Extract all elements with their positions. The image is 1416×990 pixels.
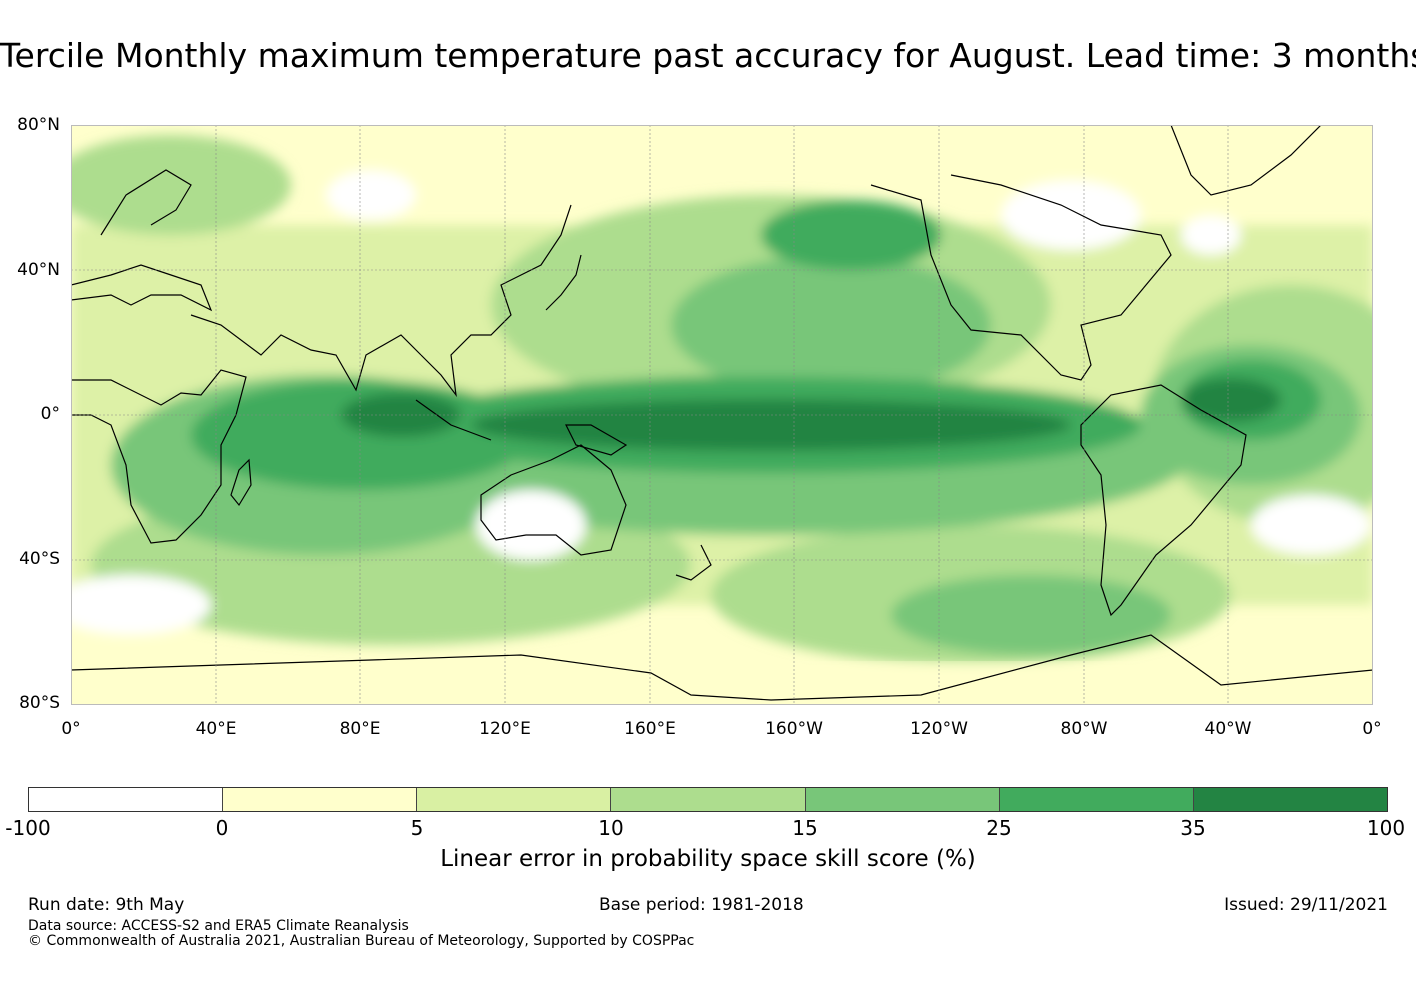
colorbar-tick-7: 100 — [1366, 816, 1406, 840]
lon-label-0-left: 0° — [61, 719, 81, 739]
coastlines — [71, 125, 1373, 701]
colorbar-swatch-1 — [223, 788, 418, 811]
run-date: Run date: 9th May — [28, 895, 185, 915]
colorbar-swatch-5 — [999, 788, 1194, 811]
lon-label-160w: 160°W — [765, 719, 823, 739]
colorbar-tick-6: 35 — [1180, 816, 1206, 840]
colorbar-swatch-4 — [805, 788, 1000, 811]
colorbar-swatch-2 — [417, 788, 612, 811]
base-period: Base period: 1981-2018 — [599, 895, 804, 915]
lon-label-160e: 160°E — [624, 719, 676, 739]
map-frame — [71, 125, 1373, 705]
lat-label-80n: 80°N — [17, 115, 60, 135]
colorbar-swatch-6 — [1193, 788, 1387, 811]
lon-label-120w: 120°W — [910, 719, 968, 739]
map-title: Tercile Monthly maximum temperature past… — [0, 36, 1416, 75]
lat-label-0: 0° — [40, 404, 60, 424]
lat-label-80s: 80°S — [19, 693, 60, 713]
issued-date: Issued: 29/11/2021 — [1224, 895, 1388, 915]
colorbar-swatch-3 — [611, 788, 806, 811]
colorbar-tick-1: 0 — [215, 816, 229, 840]
lon-label-0-right: 0° — [1362, 719, 1382, 739]
lat-label-40n: 40°N — [17, 260, 60, 280]
graticule — [71, 125, 1373, 705]
skill-map — [71, 125, 1373, 705]
colorbar-tick-4: 15 — [792, 816, 818, 840]
lon-label-80e: 80°E — [339, 719, 381, 739]
colorbar-tick-3: 10 — [598, 816, 624, 840]
data-source: Data source: ACCESS-S2 and ERA5 Climate … — [28, 918, 409, 934]
colorbar-tick-0: -100 — [5, 816, 51, 840]
lon-label-80w: 80°W — [1060, 719, 1108, 739]
lon-label-40w: 40°W — [1204, 719, 1252, 739]
colorbar-label: Linear error in probability space skill … — [440, 846, 976, 872]
lon-label-120e: 120°E — [479, 719, 531, 739]
lat-label-40s: 40°S — [19, 549, 60, 569]
colorbar — [28, 787, 1388, 812]
colorbar-tick-5: 25 — [986, 816, 1012, 840]
colorbar-swatch-0 — [29, 788, 224, 811]
colorbar-tick-2: 5 — [410, 816, 424, 840]
copyright: © Commonwealth of Australia 2021, Austra… — [28, 933, 695, 949]
lon-label-40e: 40°E — [195, 719, 237, 739]
skill-map-canvas — [71, 125, 1373, 705]
